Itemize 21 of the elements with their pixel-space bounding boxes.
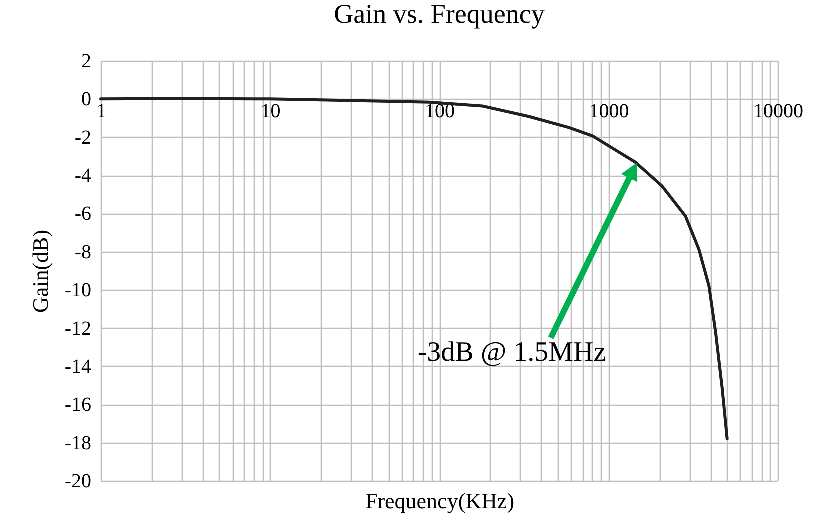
y-tick-label: -4 — [74, 165, 92, 188]
y-tick-label: -16 — [64, 394, 92, 416]
y-tick-label: -12 — [64, 318, 92, 340]
x-tick-label: 1000 — [589, 100, 630, 123]
x-tick-label: 100 — [425, 100, 455, 123]
y-tick-label: -8 — [74, 241, 92, 264]
y-tick-label: -20 — [64, 470, 92, 492]
x-axis-title: Frequency(KHz) — [365, 488, 515, 514]
y-tick-label: 0 — [82, 88, 92, 111]
annotation: -3dB @ 1.5MHz — [418, 337, 606, 368]
y-tick-label: -2 — [74, 126, 92, 149]
x-tick-label: 10 — [260, 100, 281, 123]
y-tick-label: -6 — [74, 203, 92, 226]
chart-title: Gain vs. Frequency — [334, 0, 546, 29]
x-tick-label: 1 — [96, 100, 106, 123]
y-tick-label: -14 — [64, 356, 92, 378]
y-axis-title: Gain(dB) — [28, 230, 53, 314]
y-tick-label: -10 — [64, 280, 92, 302]
y-tick-label: 2 — [82, 50, 92, 72]
y-tick-label: -18 — [64, 432, 92, 454]
x-tick-label: 10000 — [754, 100, 804, 123]
